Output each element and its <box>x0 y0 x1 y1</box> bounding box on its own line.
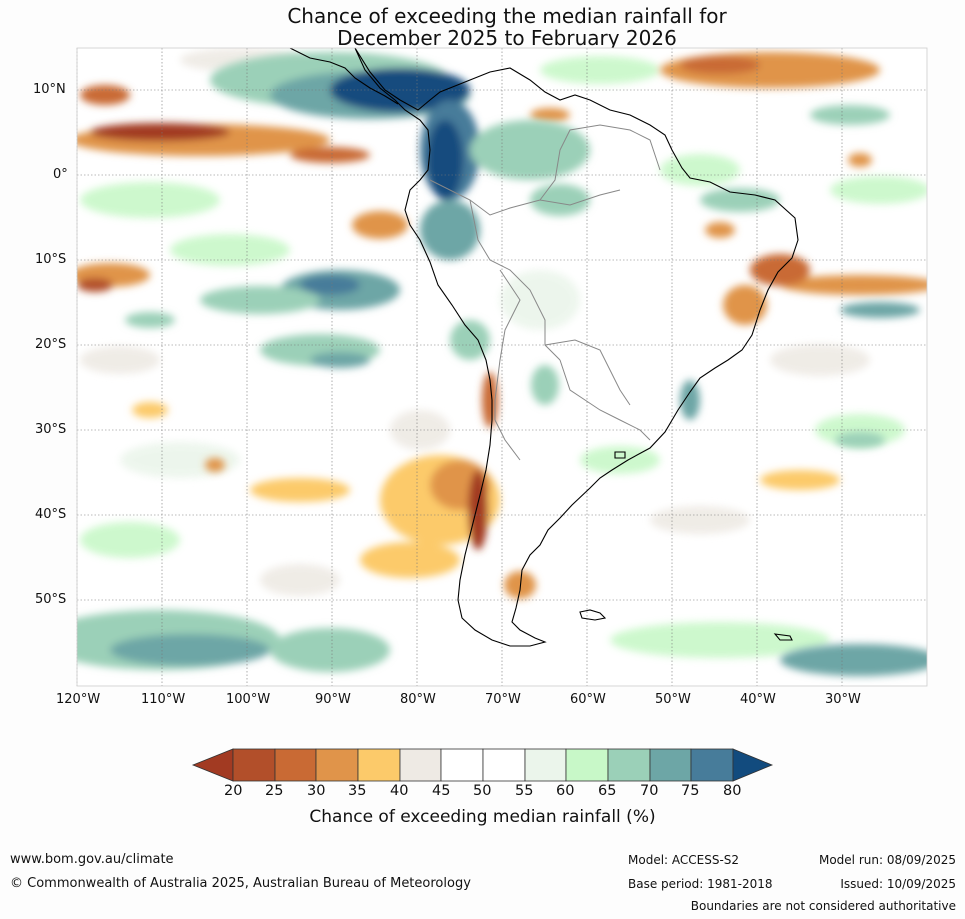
colorbar-tick: 45 <box>432 783 451 799</box>
lat-label: 40°S <box>35 507 67 522</box>
lon-label: 100°W <box>226 692 271 707</box>
lon-label: 60°W <box>570 692 606 707</box>
base-period: Base period: 1981-2018 <box>628 877 773 891</box>
lat-label: 20°S <box>35 337 67 352</box>
colorbar-tick: 80 <box>723 783 742 799</box>
rainfall-field <box>77 48 927 676</box>
boundaries-disclaimer: Boundaries are not considered authoritat… <box>690 899 956 913</box>
lon-label: 70°W <box>485 692 521 707</box>
graticule <box>76 48 927 686</box>
colorbar-low-arrow <box>191 748 234 782</box>
colorbar-tick: 25 <box>265 783 284 799</box>
lat-label: 50°S <box>35 592 67 607</box>
colorbar-tick: 60 <box>556 783 575 799</box>
lat-label: 30°S <box>35 422 67 437</box>
model-name: Model: ACCESS-S2 <box>628 853 740 867</box>
country-boundaries <box>429 124 661 461</box>
colorbar-tick: 75 <box>681 783 700 799</box>
colorbar-title: Chance of exceeding median rainfall (%) <box>309 807 656 827</box>
colorbar-high-arrow <box>732 748 774 782</box>
lat-label: 0° <box>53 167 68 182</box>
lon-label: 90°W <box>315 692 351 707</box>
colorbar <box>191 748 774 782</box>
colorbar-tick: 65 <box>598 783 617 799</box>
website-link[interactable]: www.bom.gov.au/climate <box>10 852 174 867</box>
colorbar-tick: 40 <box>390 783 409 799</box>
coastline <box>289 48 799 647</box>
map-title-line1: Chance of exceeding the median rainfall … <box>287 4 727 28</box>
colorbar-tick: 50 <box>473 783 492 799</box>
lat-label: 10°N <box>33 82 66 97</box>
copyright-text: © Commonwealth of Australia 2025, Austra… <box>10 876 471 891</box>
colorbar-tick: 20 <box>224 783 243 799</box>
colorbar-tick: 35 <box>348 783 367 799</box>
colorbar-tick: 30 <box>307 783 326 799</box>
map-title-line2: December 2025 to February 2026 <box>337 26 677 50</box>
lon-label: 80°W <box>400 692 436 707</box>
model-run-date: Model run: 08/09/2025 <box>818 853 956 867</box>
colorbar-tick: 55 <box>515 783 534 799</box>
issued-date: Issued: 10/09/2025 <box>840 877 956 891</box>
lon-label: 50°W <box>655 692 691 707</box>
lat-label: 10°S <box>35 252 67 267</box>
lon-label: 120°W <box>56 692 101 707</box>
lon-label: 110°W <box>141 692 186 707</box>
colorbar-tick: 70 <box>640 783 659 799</box>
lon-label: 30°W <box>825 692 861 707</box>
lon-label: 40°W <box>740 692 776 707</box>
